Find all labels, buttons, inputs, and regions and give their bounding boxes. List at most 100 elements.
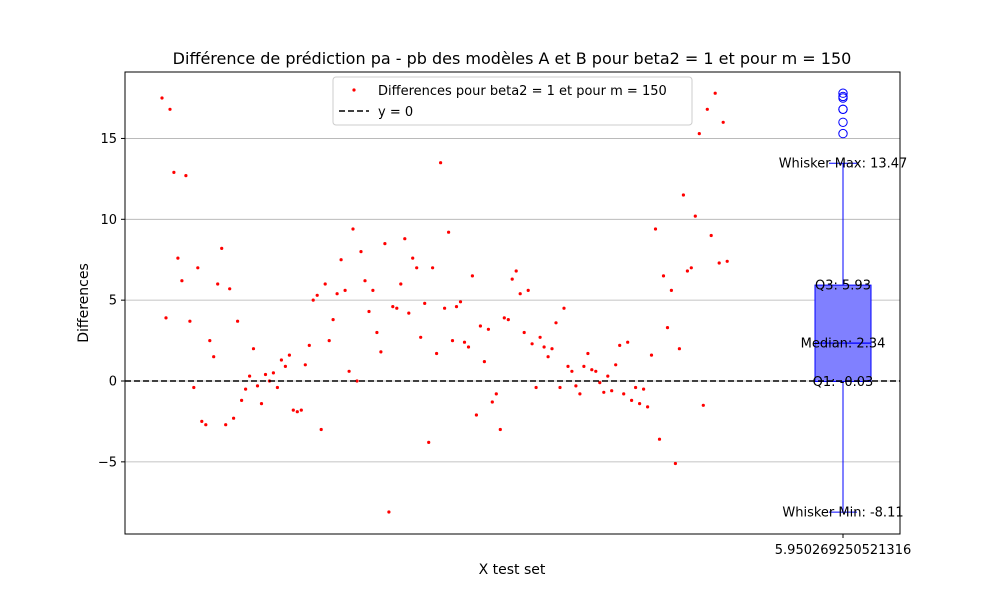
data-point xyxy=(192,385,196,390)
data-point xyxy=(419,335,423,339)
data-point xyxy=(399,282,403,286)
data-point xyxy=(443,306,447,310)
data-point xyxy=(184,174,188,178)
data-point xyxy=(196,266,200,270)
x-tick-label: 5.950269250521316 xyxy=(775,543,911,558)
data-point xyxy=(458,300,463,304)
data-point xyxy=(470,274,474,278)
box-iqr xyxy=(814,284,872,382)
data-point xyxy=(506,318,510,322)
data-point xyxy=(232,416,236,420)
data-point xyxy=(447,230,451,234)
data-point xyxy=(478,324,482,328)
data-point xyxy=(379,350,383,354)
data-point xyxy=(554,321,558,325)
data-point xyxy=(661,274,666,278)
data-point xyxy=(259,402,264,406)
legend-label-differences: Differences pour beta2 = 1 et pour m = 1… xyxy=(378,84,667,99)
plot-frame xyxy=(124,71,901,535)
data-point xyxy=(387,510,391,514)
data-point xyxy=(630,398,634,402)
data-point xyxy=(355,379,359,383)
data-point xyxy=(646,405,650,409)
data-point xyxy=(462,340,467,344)
data-point xyxy=(538,335,542,339)
data-point xyxy=(614,363,618,367)
y-tick-label: −5 xyxy=(98,455,117,470)
scatter-points xyxy=(160,91,729,514)
data-point xyxy=(204,423,208,427)
data-point xyxy=(546,355,550,359)
data-point xyxy=(367,309,371,314)
data-point xyxy=(212,355,216,359)
data-point xyxy=(200,419,204,423)
data-point xyxy=(657,437,662,441)
data-point xyxy=(391,305,395,309)
data-point xyxy=(602,390,606,394)
data-point xyxy=(526,288,530,292)
outlier-marker xyxy=(838,117,848,128)
data-point xyxy=(291,408,295,412)
data-point xyxy=(642,387,646,391)
legend-marker-differences xyxy=(352,88,356,92)
data-point xyxy=(180,279,184,283)
outlier-marker xyxy=(838,93,848,103)
data-point xyxy=(697,132,701,136)
data-point xyxy=(550,347,554,351)
outlier-marker xyxy=(838,88,848,98)
legend-box xyxy=(332,76,693,126)
data-point xyxy=(649,353,654,357)
data-point xyxy=(407,311,411,315)
data-point xyxy=(335,292,339,296)
data-point xyxy=(244,387,248,391)
data-point xyxy=(510,277,514,281)
data-point xyxy=(685,269,690,273)
data-point xyxy=(578,392,582,396)
data-point xyxy=(435,351,439,356)
data-point xyxy=(431,266,435,270)
data-point xyxy=(570,369,574,373)
data-point xyxy=(208,339,212,343)
data-point xyxy=(427,440,431,444)
data-point xyxy=(383,242,387,246)
data-point xyxy=(323,282,327,286)
data-point xyxy=(610,389,614,393)
data-point xyxy=(351,227,355,231)
data-point xyxy=(454,305,459,309)
data-point xyxy=(606,374,610,378)
data-point xyxy=(371,288,375,292)
data-point xyxy=(713,91,717,95)
data-point xyxy=(701,403,705,407)
data-point xyxy=(638,402,642,406)
data-point xyxy=(307,343,311,347)
data-point xyxy=(466,345,471,349)
data-point xyxy=(251,347,256,351)
data-point xyxy=(395,306,399,310)
data-point xyxy=(347,369,351,373)
data-point xyxy=(518,292,522,296)
data-point xyxy=(160,96,164,100)
data-point xyxy=(375,330,379,335)
data-point xyxy=(224,423,228,427)
data-point xyxy=(327,339,331,343)
data-point xyxy=(279,358,283,362)
data-point xyxy=(220,246,224,250)
data-point xyxy=(534,385,538,390)
data-point xyxy=(717,261,721,265)
data-point xyxy=(439,161,443,165)
data-point xyxy=(319,427,323,432)
data-point xyxy=(482,360,486,364)
data-point xyxy=(311,298,315,302)
data-point xyxy=(498,427,502,432)
data-point xyxy=(669,288,674,292)
data-point xyxy=(574,384,578,388)
data-point xyxy=(299,408,303,412)
y-tick-label: 10 xyxy=(100,213,117,228)
chart-title: Différence de prédiction pa - pb des mod… xyxy=(173,49,852,68)
data-point xyxy=(486,327,490,331)
data-point xyxy=(689,266,693,270)
data-point xyxy=(653,227,658,231)
legend-label-reference-line: y = 0 xyxy=(378,105,413,120)
data-point xyxy=(176,256,180,260)
boxplot-label-whisker-max: Whisker Max: 13.47 xyxy=(779,157,908,172)
